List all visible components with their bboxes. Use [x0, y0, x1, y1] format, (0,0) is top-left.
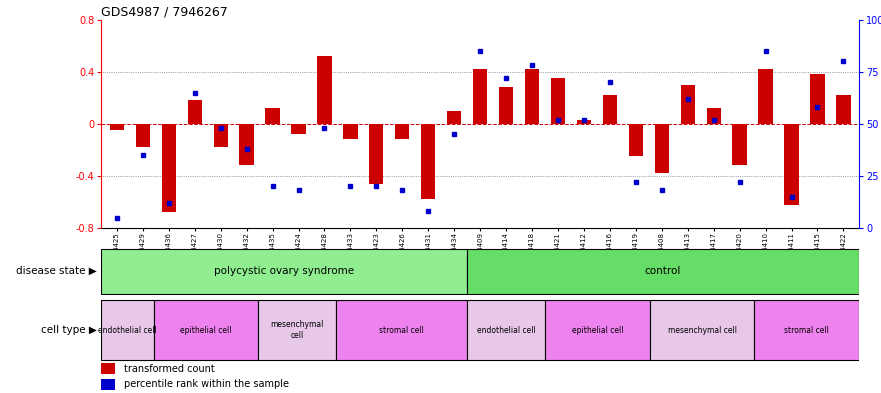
Bar — [707, 108, 721, 124]
Bar — [759, 69, 773, 124]
Text: mesenchymal
cell: mesenchymal cell — [270, 320, 324, 340]
Text: GDS4987 / 7946267: GDS4987 / 7946267 — [101, 6, 228, 18]
Bar — [447, 111, 462, 124]
Bar — [681, 85, 695, 124]
Bar — [101, 248, 467, 294]
Bar — [836, 95, 850, 124]
Bar — [240, 124, 254, 165]
Bar — [784, 124, 799, 204]
Bar — [161, 124, 176, 212]
Bar — [369, 124, 383, 184]
Bar — [101, 363, 115, 374]
Text: stromal cell: stromal cell — [784, 326, 829, 334]
Bar — [629, 124, 643, 156]
Text: epithelial cell: epithelial cell — [572, 326, 624, 334]
Bar — [577, 120, 591, 124]
Bar — [101, 300, 153, 360]
Text: transformed count: transformed count — [124, 364, 215, 374]
Text: stromal cell: stromal cell — [380, 326, 425, 334]
Text: control: control — [645, 266, 681, 276]
Bar — [396, 124, 410, 140]
Bar — [473, 69, 487, 124]
Bar — [265, 108, 279, 124]
Bar — [292, 124, 306, 134]
Text: endothelial cell: endothelial cell — [98, 326, 157, 334]
Bar — [213, 124, 228, 147]
Bar — [811, 74, 825, 124]
Bar — [551, 78, 565, 124]
Text: disease state ▶: disease state ▶ — [16, 266, 97, 276]
Bar — [344, 124, 358, 140]
Bar — [258, 300, 337, 360]
Text: polycystic ovary syndrome: polycystic ovary syndrome — [214, 266, 354, 276]
Bar — [754, 300, 859, 360]
Bar — [101, 379, 115, 390]
Bar — [603, 95, 617, 124]
Bar — [467, 248, 859, 294]
Text: mesenchymal cell: mesenchymal cell — [668, 326, 737, 334]
Text: endothelial cell: endothelial cell — [477, 326, 536, 334]
Bar — [650, 300, 754, 360]
Text: epithelial cell: epithelial cell — [180, 326, 232, 334]
Bar — [337, 300, 467, 360]
Bar — [136, 124, 150, 147]
Text: cell type ▶: cell type ▶ — [41, 325, 97, 335]
Bar — [421, 124, 435, 199]
Bar — [732, 124, 747, 165]
Bar — [525, 69, 539, 124]
Bar — [317, 56, 331, 124]
Bar — [110, 124, 124, 130]
Bar — [499, 87, 514, 124]
Bar — [188, 100, 202, 124]
Text: percentile rank within the sample: percentile rank within the sample — [124, 379, 289, 389]
Bar — [153, 300, 258, 360]
Bar — [467, 300, 545, 360]
Bar — [545, 300, 650, 360]
Bar — [655, 124, 669, 173]
